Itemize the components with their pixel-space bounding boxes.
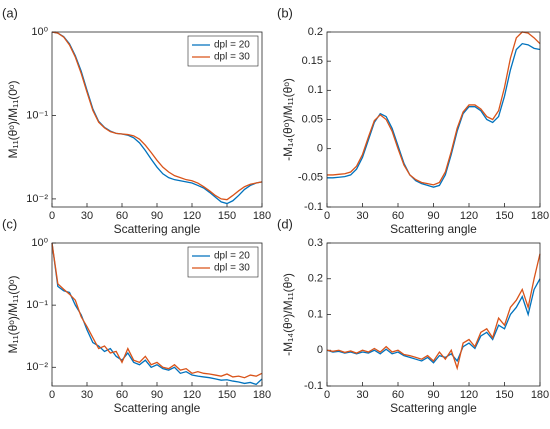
y-tick-label: 0.05 bbox=[302, 113, 323, 125]
y-axis-label: M₁₁(θᵒ)/M₁₁(0ᵒ) bbox=[6, 276, 20, 354]
y-axis-label: M₁₁(θᵒ)/M₁₁(0ᵒ) bbox=[6, 81, 20, 159]
axes-frame bbox=[51, 242, 263, 387]
legend-box bbox=[187, 35, 259, 67]
x-axis-label: Scattering angle bbox=[114, 222, 201, 236]
legend-label: dpl = 30 bbox=[214, 52, 250, 63]
series-line bbox=[51, 242, 263, 386]
y-tick-label: 0.3 bbox=[308, 237, 323, 249]
axes-frame bbox=[326, 242, 541, 387]
y-tick-label: 0.15 bbox=[302, 55, 323, 67]
axes-frame bbox=[51, 31, 263, 208]
x-tick-label: 120 bbox=[460, 210, 478, 222]
legend-label: dpl = 20 bbox=[214, 40, 250, 51]
series-line bbox=[326, 278, 541, 364]
x-tick-label: 60 bbox=[116, 389, 128, 401]
x-tick-label: 120 bbox=[183, 389, 201, 401]
x-tick-label: 180 bbox=[531, 389, 549, 401]
y-tick-label: -0.1 bbox=[304, 201, 323, 213]
x-tick-label: 90 bbox=[427, 210, 439, 222]
x-tick-label: 30 bbox=[356, 210, 368, 222]
x-tick-label: 90 bbox=[427, 389, 439, 401]
x-tick-label: 120 bbox=[460, 389, 478, 401]
x-axis-label: Scattering angle bbox=[390, 222, 477, 236]
x-tick-label: 150 bbox=[495, 210, 513, 222]
x-tick-label: 0 bbox=[49, 210, 55, 222]
series-line bbox=[51, 31, 263, 201]
x-tick-label: 60 bbox=[392, 389, 404, 401]
x-tick-label: 150 bbox=[218, 210, 236, 222]
panel-label: (c) bbox=[2, 216, 17, 231]
x-tick-label: 150 bbox=[495, 389, 513, 401]
y-tick-label: 10⁻¹ bbox=[26, 299, 48, 311]
x-tick-label: 180 bbox=[253, 210, 271, 222]
y-tick-label: 0.1 bbox=[308, 84, 323, 96]
y-tick-label: 0.2 bbox=[308, 273, 323, 285]
series-line bbox=[327, 31, 541, 186]
y-tick-label: 0.1 bbox=[308, 308, 323, 320]
legend-label: dpl = 30 bbox=[214, 263, 250, 274]
panel-label: (a) bbox=[2, 5, 18, 20]
legend-label: dpl = 20 bbox=[214, 251, 250, 262]
x-tick-label: 180 bbox=[531, 210, 549, 222]
y-tick-label: 10⁰ bbox=[31, 237, 48, 249]
series-line bbox=[51, 242, 263, 379]
y-tick-label: 10⁻² bbox=[26, 361, 48, 373]
x-tick-label: 0 bbox=[324, 389, 330, 401]
x-tick-label: 30 bbox=[356, 389, 368, 401]
legend-box bbox=[187, 246, 259, 278]
y-tick-label: -0.1 bbox=[304, 380, 323, 392]
x-axis-label: Scattering angle bbox=[390, 401, 477, 415]
y-axis-label: -M₁₄(θᵒ)/M₁₁(θᵒ) bbox=[281, 273, 295, 356]
y-tick-label: 10⁻¹ bbox=[26, 109, 48, 121]
x-tick-label: 30 bbox=[81, 389, 93, 401]
panel-label: (d) bbox=[277, 216, 293, 231]
x-tick-label: 0 bbox=[324, 210, 330, 222]
x-tick-label: 120 bbox=[183, 210, 201, 222]
y-axis-label: -M₁₄(θᵒ)/M₁₁(θᵒ) bbox=[281, 78, 295, 161]
y-tick-label: -0.05 bbox=[298, 172, 323, 184]
x-tick-label: 60 bbox=[116, 210, 128, 222]
x-tick-label: 90 bbox=[151, 210, 163, 222]
y-tick-label: 10⁰ bbox=[31, 26, 48, 38]
x-tick-label: 180 bbox=[253, 389, 271, 401]
series-line bbox=[327, 42, 541, 188]
panel-label: (b) bbox=[277, 5, 293, 20]
x-tick-label: 30 bbox=[81, 210, 93, 222]
y-tick-label: 0 bbox=[317, 143, 323, 155]
x-tick-label: 60 bbox=[392, 210, 404, 222]
axes-frame bbox=[326, 31, 541, 208]
x-axis-label: Scattering angle bbox=[114, 401, 201, 415]
x-tick-label: 90 bbox=[151, 389, 163, 401]
y-tick-label: 0.2 bbox=[308, 26, 323, 38]
x-tick-label: 150 bbox=[218, 389, 236, 401]
x-tick-label: 0 bbox=[49, 389, 55, 401]
y-tick-label: 0 bbox=[317, 344, 323, 356]
y-tick-label: 10⁻² bbox=[26, 193, 48, 205]
series-line bbox=[326, 253, 541, 371]
